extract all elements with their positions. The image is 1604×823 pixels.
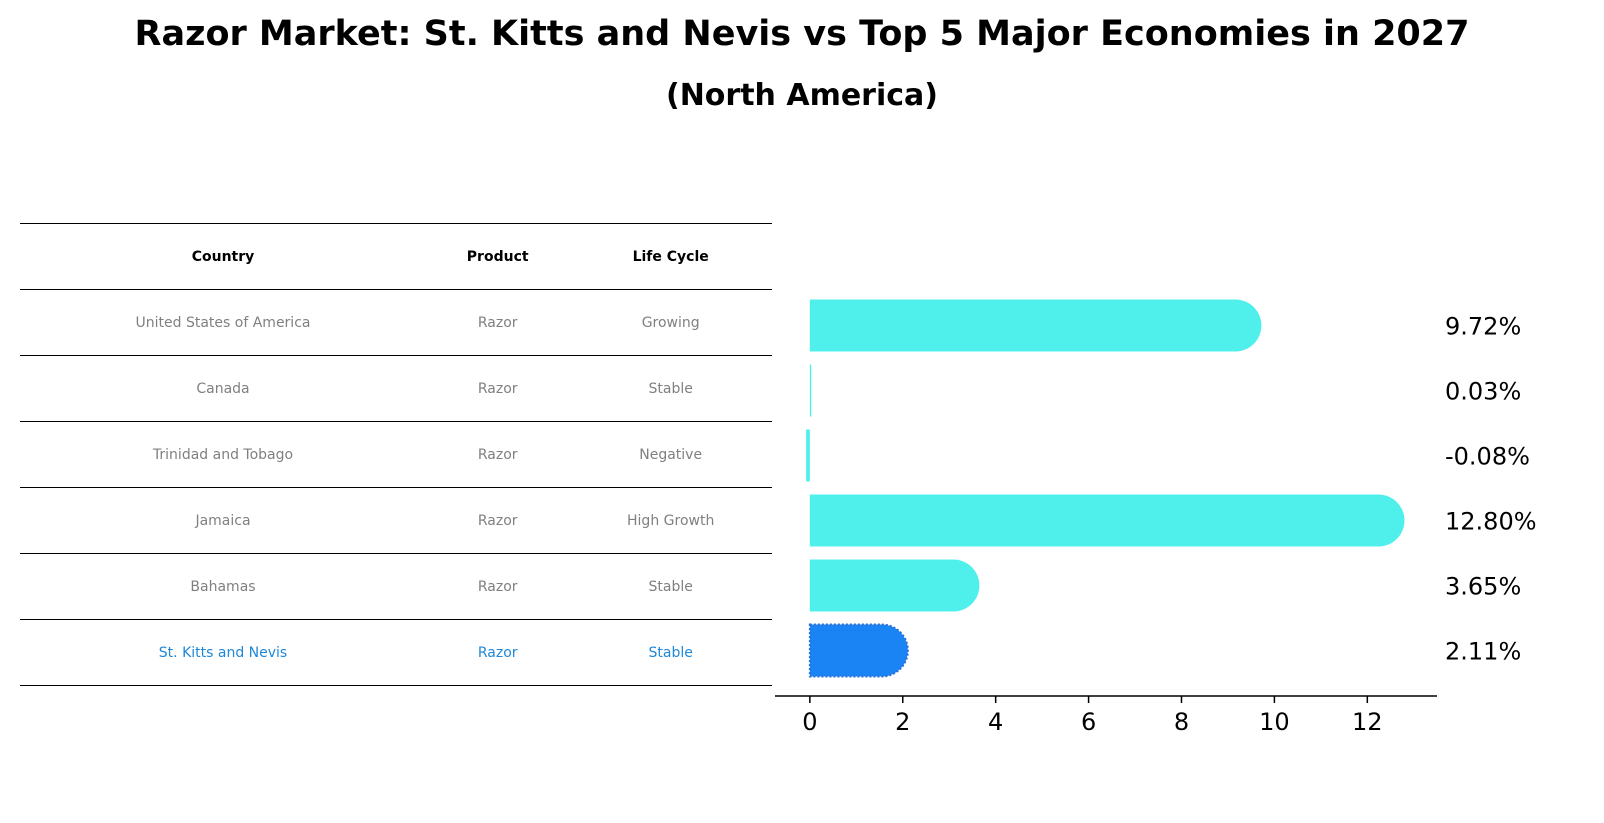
bar-value-label: 9.72% [1445,313,1521,341]
x-tick-label: 8 [1174,708,1189,736]
cell-country: St. Kitts and Nevis [20,619,427,686]
cell-product: Razor [426,553,570,620]
cell-country: Trinidad and Tobago [20,421,427,488]
header-country: Country [20,223,427,290]
bar-value-label: 2.11% [1445,638,1521,666]
bar-united-states-of-america [809,299,1262,352]
x-tick-label: 0 [802,708,817,736]
x-tick-label: 2 [895,708,910,736]
cell-country: United States of America [20,289,427,356]
cell-country: Jamaica [20,487,427,554]
cell-life-cycle: Stable [569,355,772,422]
table-row-highlighted: St. Kitts and Nevis Razor Stable [20,619,772,686]
bar-trinidad-and-tobago [806,429,810,482]
table-row: Trinidad and Tobago Razor Negative [20,421,772,488]
cell-product: Razor [426,487,570,554]
x-tick-label: 4 [988,708,1003,736]
bar-value-label: 12.80% [1445,508,1537,536]
cell-life-cycle: Growing [569,289,772,356]
x-tick-label: 10 [1259,708,1290,736]
cell-life-cycle: Stable [569,619,772,686]
cell-product: Razor [426,289,570,356]
bar-bahamas [809,559,980,612]
cell-country: Canada [20,355,427,422]
table-header-row: Country Product Life Cycle [20,223,772,290]
country-table: Country Product Life Cycle United States… [20,223,772,686]
bar-chart: 9.72% 0.03% -0.08% 12.80% 3.65% 2.11% 0 2 4 6 8 10 1… [775,299,1537,736]
table-row: Canada Razor Stable [20,355,772,422]
cell-product: Razor [426,619,570,686]
bar-st-kitts-and-nevis [808,623,909,678]
cell-product: Razor [426,355,570,422]
cell-life-cycle: Stable [569,553,772,620]
chart-subtitle: (North America) [665,78,938,113]
header-life-cycle: Life Cycle [569,223,772,290]
bar-jamaica [809,494,1405,547]
table-row: Bahamas Razor Stable [20,553,772,620]
table-row: United States of America Razor Growing [20,289,772,356]
table-row: Jamaica Razor High Growth [20,487,772,554]
header-product: Product [426,223,570,290]
bar-canada [809,364,812,417]
cell-country: Bahamas [20,553,427,620]
x-tick-label: 12 [1352,708,1383,736]
bar-value-label: 0.03% [1445,378,1521,406]
bar-value-label: -0.08% [1445,443,1530,471]
chart-title: Razor Market: St. Kitts and Nevis vs Top… [134,14,1470,54]
cell-life-cycle: Negative [569,421,772,488]
bar-value-label: 3.65% [1445,573,1521,601]
cell-product: Razor [426,421,570,488]
cell-life-cycle: High Growth [569,487,772,554]
x-tick-label: 6 [1081,708,1096,736]
